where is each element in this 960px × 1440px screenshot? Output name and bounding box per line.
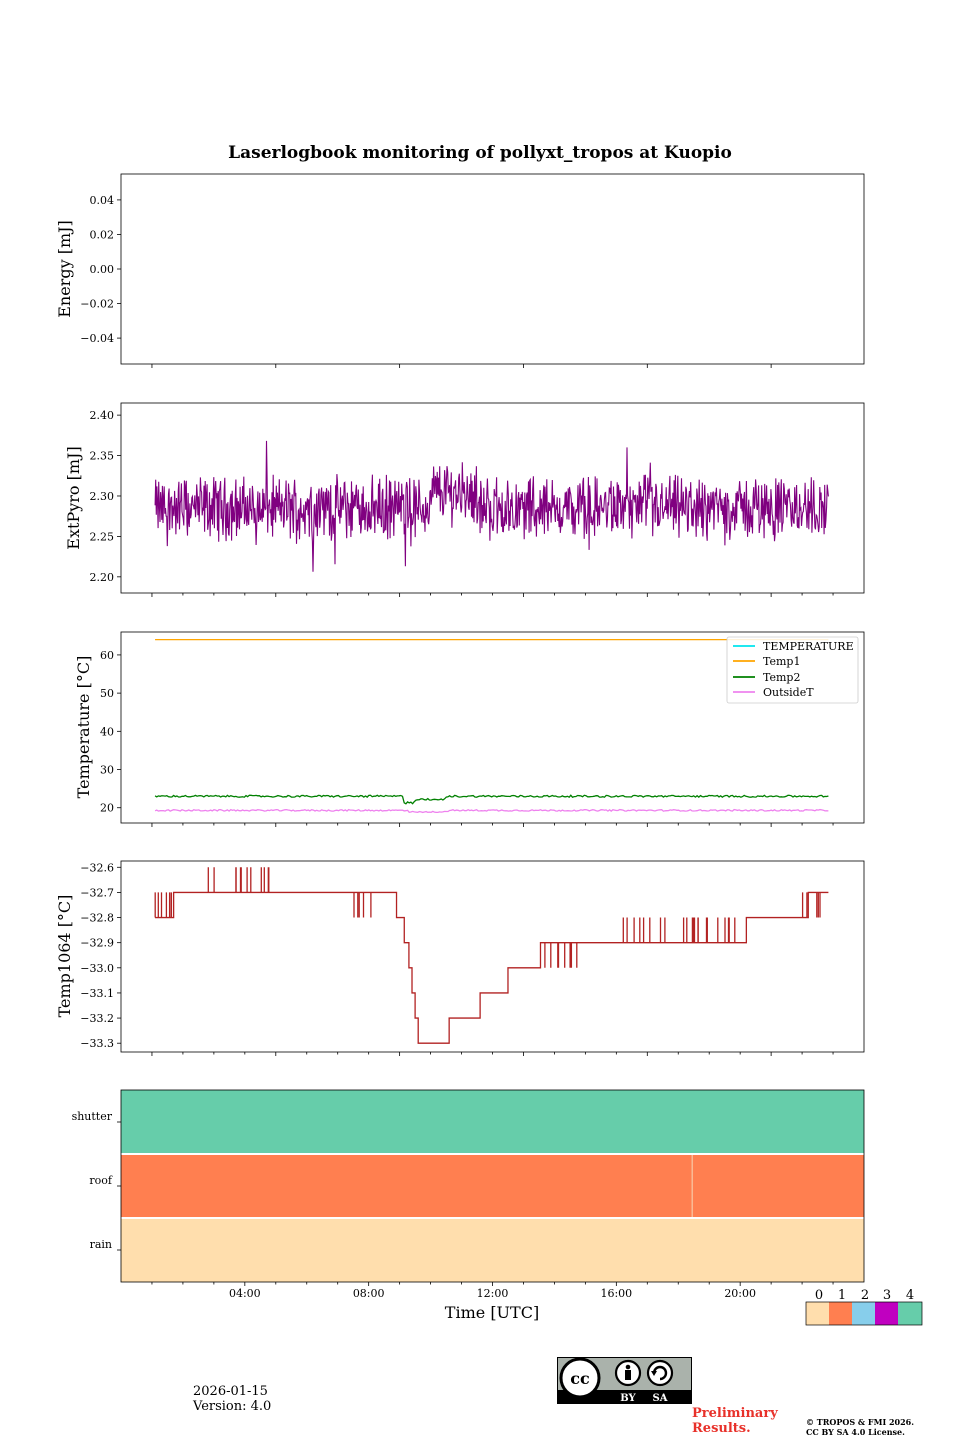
svg-text:cc: cc [570, 1369, 590, 1388]
colorbar-tick-0: 0 [815, 1288, 823, 1303]
preliminary-results-notice: Preliminary Results. [692, 1406, 778, 1436]
rain-row-label: rain [90, 1238, 112, 1251]
y-tick-label: −32.7 [80, 886, 114, 899]
x-axis-label: Time [UTC] [445, 1303, 539, 1322]
roof-status-bar [121, 1155, 864, 1217]
y-tick-label: 2.35 [90, 450, 115, 463]
y-tick-label: −33.0 [80, 962, 114, 975]
y-tick-label: 2.20 [90, 571, 115, 584]
energy-panel: 0.04 0.02 0.00 −0.02 −0.04 Energy [mJ] [55, 173, 865, 368]
footer-info: 2026-01-15 Version: 4.0 [193, 1384, 271, 1414]
energy-y-ticks: 0.04 0.02 0.00 −0.02 −0.04 [80, 194, 121, 345]
colorbar-cell-2 [852, 1302, 875, 1325]
y-tick-label: −32.8 [80, 912, 114, 925]
temperature-panel: 60 50 40 30 20 Temperature [°C] TEMPERATURE … [74, 631, 865, 827]
y-tick-label: −33.2 [80, 1012, 114, 1025]
y-tick-label: 50 [100, 687, 114, 700]
y-tick-label: −32.6 [80, 861, 114, 874]
temperature-x-ticks [151, 823, 834, 827]
extpyro-panel: 2.40 2.35 2.30 2.25 2.20 ExtPyro [mJ] [64, 402, 865, 597]
y-tick-label: 2.25 [90, 530, 115, 543]
colorbar-cell-1 [829, 1302, 852, 1325]
y-tick-label: 0.02 [90, 228, 115, 241]
status-colorbar: 0 1 2 3 4 [805, 1288, 923, 1326]
extpyro-series-line [154, 440, 829, 572]
temp2-series-line [154, 794, 829, 805]
y-tick-label: −0.04 [80, 332, 114, 345]
roof-row-label: roof [89, 1174, 113, 1187]
energy-x-ticks [151, 364, 772, 368]
legend-temperature-label: TEMPERATURE [763, 640, 854, 653]
energy-axes [120, 173, 865, 365]
extpyro-y-label: ExtPyro [mJ] [64, 446, 83, 549]
temp1064-x-ticks [151, 1052, 834, 1056]
y-tick-label: 0.04 [90, 194, 115, 207]
temperature-legend: TEMPERATURE Temp1 Temp2 OutsideT [726, 636, 859, 704]
legend-outsidet-label: OutsideT [763, 686, 814, 699]
footer-version: Version: 4.0 [193, 1399, 272, 1414]
legend-temp2-label: Temp2 [763, 671, 800, 684]
colorbar-tick-2: 2 [861, 1288, 869, 1303]
extpyro-y-ticks: 2.40 2.35 2.30 2.25 2.20 [90, 409, 121, 584]
chart-title: Laserlogbook monitoring of pollyxt_tropo… [228, 143, 732, 163]
x-tick-label: 16:00 [600, 1287, 632, 1300]
status-x-ticks: 04:00 08:00 12:00 16:00 20:00 [151, 1282, 834, 1300]
temperature-y-ticks: 60 50 40 30 20 [100, 649, 121, 815]
temp1064-y-ticks: −32.6 −32.7 −32.8 −32.9 −33.0 −33.1 −33.2 −33.3 [80, 861, 121, 1050]
outsidet-series-line [154, 808, 829, 814]
x-tick-label: 08:00 [353, 1287, 385, 1300]
cc-sa-label: SA [653, 1393, 668, 1404]
energy-y-label: Energy [mJ] [55, 220, 74, 318]
temp1064-axes [120, 860, 865, 1053]
y-tick-label: 0.00 [90, 263, 115, 276]
rain-status-bar [121, 1219, 864, 1282]
copyright-line-1: © TROPOS & FMI 2026. [806, 1417, 915, 1427]
y-tick-label: −32.9 [80, 937, 114, 950]
y-tick-label: 40 [100, 725, 114, 738]
colorbar-cell-3 [875, 1302, 898, 1325]
cc-by-label: BY [620, 1393, 636, 1404]
colorbar-tick-1: 1 [838, 1288, 846, 1303]
y-tick-label: 2.30 [90, 490, 115, 503]
temp1064-series-line [154, 867, 829, 1044]
footer-date: 2026-01-15 [193, 1384, 268, 1399]
y-tick-label: 2.40 [90, 409, 115, 422]
y-tick-label: 20 [100, 802, 114, 815]
legend-temp1-label: Temp1 [763, 655, 800, 668]
copyright-line-2: CC BY SA 4.0 License. [806, 1427, 905, 1437]
shutter-status-bar [121, 1090, 864, 1153]
preliminary-line-2: Results. [692, 1421, 751, 1436]
preliminary-line-1: Preliminary [692, 1406, 778, 1421]
y-tick-label: 60 [100, 649, 114, 662]
temp1064-panel: −32.6 −32.7 −32.8 −32.9 −33.0 −33.1 −33.2 −33.3… [55, 860, 865, 1056]
colorbar-tick-3: 3 [883, 1288, 891, 1303]
cc-by-sa-logo: cc BY SA [557, 1357, 692, 1404]
y-tick-label: −33.1 [80, 987, 114, 1000]
colorbar-cell-0 [806, 1302, 829, 1325]
x-tick-label: 20:00 [724, 1287, 756, 1300]
y-tick-label: −0.02 [80, 298, 114, 311]
copyright-notice: © TROPOS & FMI 2026. CC BY SA 4.0 Licens… [806, 1417, 914, 1437]
extpyro-x-ticks [151, 593, 834, 597]
x-tick-label: 04:00 [229, 1287, 261, 1300]
shutter-row-label: shutter [72, 1110, 113, 1123]
y-tick-label: 30 [100, 764, 114, 777]
x-tick-label: 12:00 [477, 1287, 509, 1300]
status-panel: shutter roof rain 04:00 08:00 12:00 16:00 20… [72, 1089, 865, 1322]
temperature-y-label: Temperature [°C] [74, 656, 93, 799]
colorbar-tick-4: 4 [906, 1288, 914, 1303]
y-tick-label: −33.3 [80, 1037, 114, 1050]
colorbar-cell-4 [898, 1302, 922, 1325]
temp1064-y-label: Temp1064 [°C] [55, 895, 74, 1018]
